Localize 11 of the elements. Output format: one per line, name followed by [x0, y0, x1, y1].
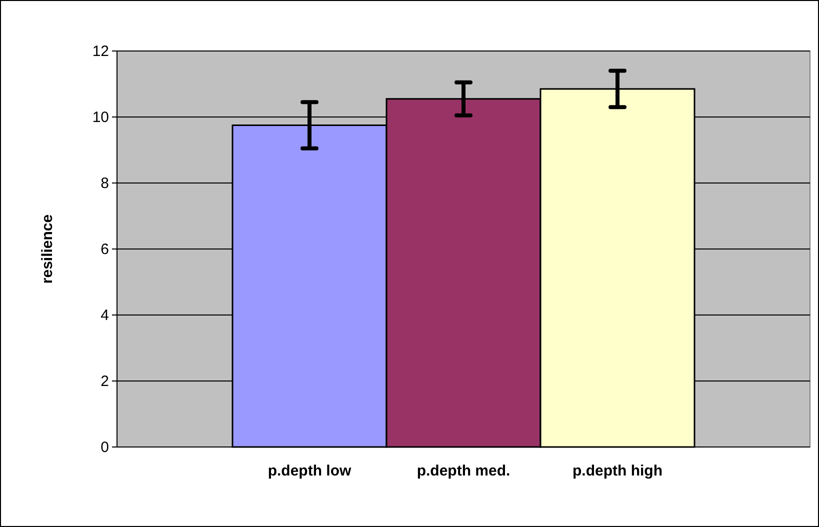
y-tick-label: 8: [100, 174, 109, 192]
y-tick-label: 10: [92, 108, 109, 126]
x-tick-label: p.depth low: [268, 462, 352, 480]
y-tick-label: 4: [100, 306, 109, 324]
x-tick-label: p.depth high: [572, 462, 662, 480]
y-tick-label: 12: [92, 42, 109, 60]
x-tick-label: p.depth med.: [416, 462, 510, 480]
y-tick-label: 2: [100, 372, 109, 390]
y-tick-label: 6: [100, 240, 109, 258]
y-axis-title: resilience: [39, 214, 56, 284]
y-tick-label: 0: [100, 438, 109, 456]
